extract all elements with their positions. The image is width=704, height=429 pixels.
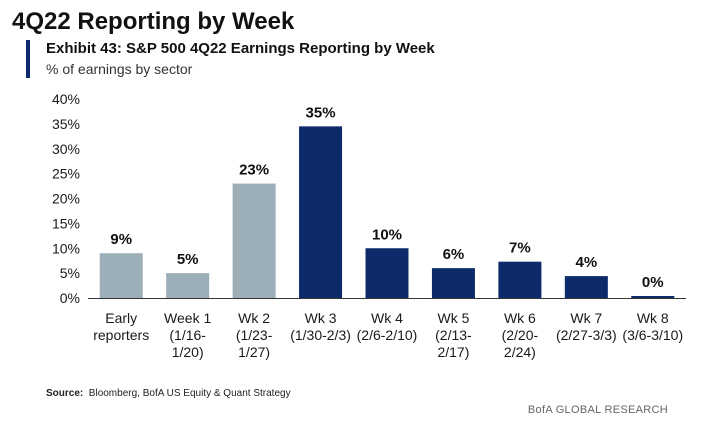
x-tick-label-line: Early (105, 310, 137, 326)
y-tick-label: 10% (52, 240, 80, 256)
bar (564, 276, 608, 298)
x-tick-label-line: 2/17) (437, 344, 469, 360)
x-tick-label-line: (2/20- (502, 327, 539, 343)
bar (431, 268, 475, 298)
bars-group (99, 126, 675, 298)
y-tick-label: 35% (52, 116, 80, 132)
bar (232, 183, 276, 298)
x-tick-label-line: 2/24) (504, 344, 536, 360)
y-tick-label: 40% (52, 91, 80, 107)
x-tick-label-line: (1/30-2/3) (290, 327, 351, 343)
x-tick-label: Week 1 (1/16-1/20) (164, 310, 211, 360)
x-tick-label: Wk 3 (1/30-2/3) (290, 310, 351, 343)
x-tick-label: Wk 8 (3/6-3/10) (622, 310, 683, 343)
bar (631, 296, 675, 298)
bar (498, 261, 542, 298)
x-tick-label-line: 1/20) (172, 344, 204, 360)
bar (99, 253, 143, 298)
x-tick-label: Wk 6 (2/20-2/24) (502, 310, 539, 360)
source-note: Source: Bloomberg, BofA US Equity & Quan… (46, 388, 291, 399)
bar-data-label: 5% (177, 251, 199, 268)
y-tick-label: 30% (52, 141, 80, 157)
x-axis-labels-group: Early reporters Week 1 (1/16-1/20) Wk 2 (1/23… (93, 310, 683, 360)
x-tick-label-line: Week 1 (164, 310, 211, 326)
y-tick-label: 20% (52, 191, 80, 207)
credit-line: BofA GLOBAL RESEARCH (527, 404, 668, 416)
bar-data-label: 0% (642, 274, 664, 291)
source-text: Bloomberg, BofA US Equity & Quant Strate… (88, 388, 291, 399)
x-tick-label: Early reporters (93, 310, 149, 343)
x-tick-label-line: (2/6-2/10) (357, 327, 418, 343)
x-tick-label: Wk 7 (2/27-3/3) (556, 310, 617, 343)
x-tick-label-line: Wk 5 (437, 310, 469, 326)
bar-data-label: 10% (372, 226, 402, 243)
x-tick-label-line: (2/27-3/3) (556, 327, 617, 343)
x-tick-label-line: Wk 3 (305, 310, 337, 326)
x-tick-label-line: (2/13- (435, 327, 472, 343)
x-tick-label-line: Wk 2 (238, 310, 270, 326)
x-tick-label-line: Wk 6 (504, 310, 536, 326)
bar (299, 126, 343, 298)
bar-data-label: 23% (239, 162, 269, 179)
x-tick-label-line: Wk 8 (637, 310, 669, 326)
bar (166, 273, 210, 298)
page-title: 4Q22 Reporting by Week (12, 8, 295, 35)
x-tick-label: Wk 2 (1/23-1/27) (236, 310, 273, 360)
bar-data-label: 35% (306, 104, 336, 121)
x-tick-label-line: Wk 7 (570, 310, 602, 326)
data-labels-group: 9% 5% 23% 35% 10% 6% 7% 4% 0% (110, 104, 663, 291)
y-tick-label: 5% (60, 265, 80, 281)
x-tick-label: Wk 4 (2/6-2/10) (357, 310, 418, 343)
x-tick-label-line: (3/6-3/10) (622, 327, 683, 343)
bar-data-label: 4% (575, 254, 597, 271)
y-tick-label: 15% (52, 215, 80, 231)
exhibit-accent-bar (26, 40, 30, 78)
chart-subtitle: % of earnings by sector (46, 61, 193, 77)
bar (365, 248, 409, 298)
x-tick-label-line: 1/27) (238, 344, 270, 360)
bar-data-label: 9% (110, 231, 132, 248)
x-tick-label-line: (1/23- (236, 327, 273, 343)
x-tick-label-line: reporters (93, 327, 149, 343)
y-tick-label: 25% (52, 166, 80, 182)
x-tick-label-line: Wk 4 (371, 310, 403, 326)
x-tick-label-line: (1/16- (169, 327, 206, 343)
source-label: Source: (46, 388, 84, 399)
bar-data-label: 7% (509, 240, 531, 257)
y-axis: 0% 5% 10% 15% 20% 25% 30% 35% 40% (52, 91, 80, 306)
x-tick-label: Wk 5 (2/13-2/17) (435, 310, 472, 360)
bar-data-label: 6% (443, 246, 465, 263)
y-tick-label: 0% (60, 290, 80, 306)
exhibit-title: Exhibit 43: S&P 500 4Q22 Earnings Report… (46, 40, 435, 57)
